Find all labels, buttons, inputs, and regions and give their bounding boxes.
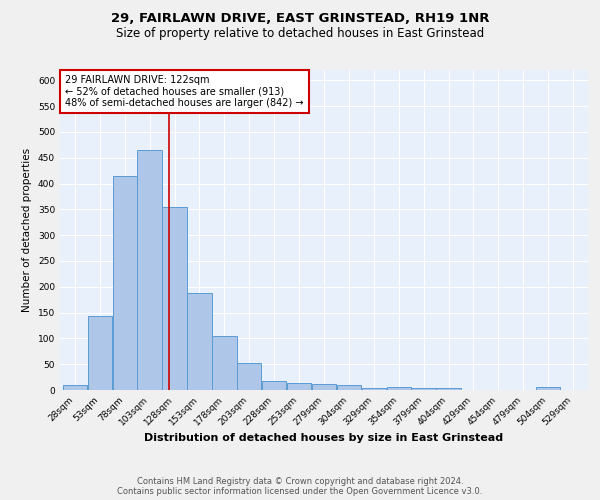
Bar: [337, 385, 361, 390]
Bar: [88, 316, 112, 390]
Bar: [312, 384, 336, 390]
Text: Contains public sector information licensed under the Open Government Licence v3: Contains public sector information licen…: [118, 487, 482, 496]
Bar: [187, 293, 212, 390]
Bar: [412, 388, 436, 390]
Bar: [63, 385, 87, 390]
Bar: [212, 336, 236, 390]
Text: 29, FAIRLAWN DRIVE, EAST GRINSTEAD, RH19 1NR: 29, FAIRLAWN DRIVE, EAST GRINSTEAD, RH19…: [111, 12, 489, 26]
Y-axis label: Number of detached properties: Number of detached properties: [22, 148, 32, 312]
Bar: [436, 388, 461, 390]
Text: Contains HM Land Registry data © Crown copyright and database right 2024.: Contains HM Land Registry data © Crown c…: [137, 477, 463, 486]
X-axis label: Distribution of detached houses by size in East Grinstead: Distribution of detached houses by size …: [145, 432, 503, 442]
Bar: [137, 150, 162, 390]
Text: Size of property relative to detached houses in East Grinstead: Size of property relative to detached ho…: [116, 28, 484, 40]
Bar: [287, 383, 311, 390]
Bar: [536, 388, 560, 390]
Bar: [163, 207, 187, 390]
Bar: [362, 388, 386, 390]
Bar: [113, 176, 137, 390]
Bar: [386, 388, 411, 390]
Text: 29 FAIRLAWN DRIVE: 122sqm
← 52% of detached houses are smaller (913)
48% of semi: 29 FAIRLAWN DRIVE: 122sqm ← 52% of detac…: [65, 75, 304, 108]
Bar: [237, 362, 262, 390]
Bar: [262, 380, 286, 390]
